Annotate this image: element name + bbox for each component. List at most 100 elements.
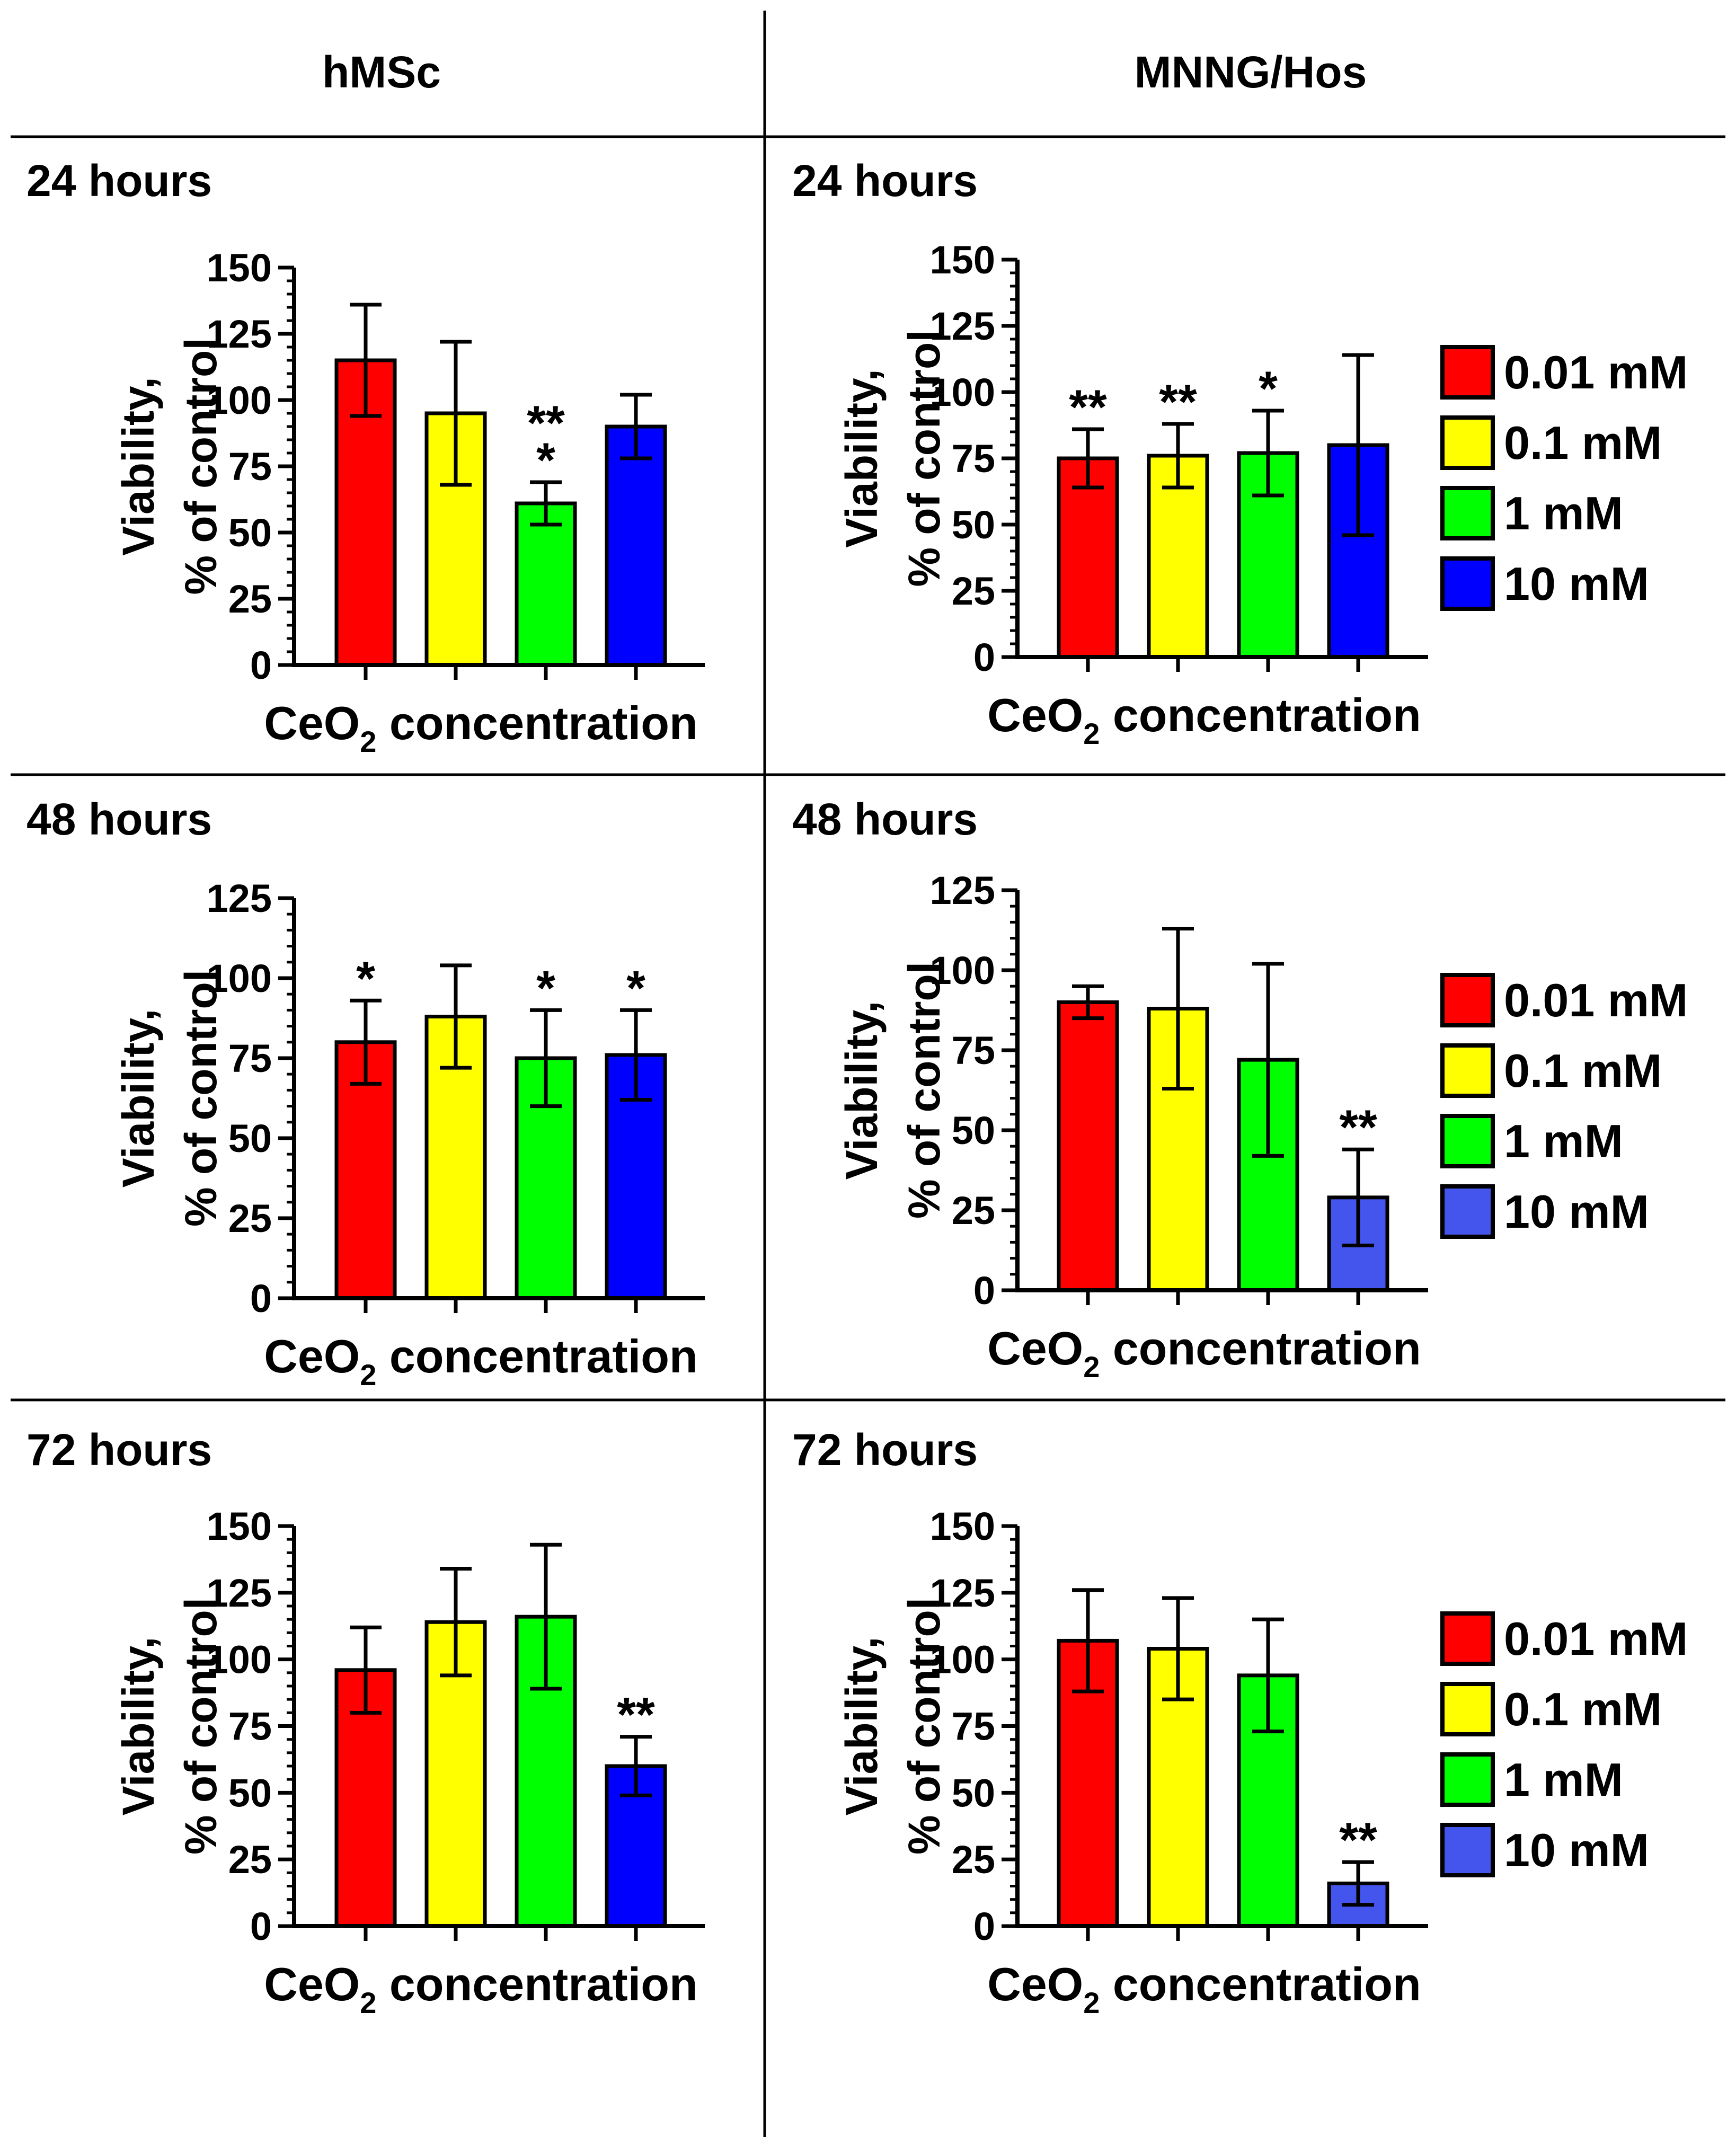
y-tick-label: 25 (228, 577, 272, 621)
x-axis-label-subscript: 2 (360, 1986, 376, 2019)
panel-title: 72 hours (792, 1425, 978, 1475)
y-axis-label: Viability,% of control (113, 970, 226, 1227)
legend-swatch (1440, 1752, 1495, 1807)
y-axis-label-line2: % of control (899, 962, 949, 1219)
y-tick-label: 0 (250, 1904, 272, 1948)
legend-label: 0.1 mM (1504, 416, 1662, 469)
y-axis-label: Viability,% of control (837, 962, 949, 1219)
legend-label: 0.1 mM (1504, 1683, 1662, 1735)
x-axis-label-main: CeO (264, 1958, 360, 2010)
y-tick-label: 0 (973, 635, 995, 679)
y-tick-label: 50 (952, 1771, 995, 1815)
y-tick-label: 100 (930, 948, 995, 992)
significance-marker: ** (617, 1688, 655, 1742)
panel-title: 24 hours (792, 156, 978, 206)
x-axis-label-rest: concentration (376, 697, 697, 749)
column-header-hmsc: hMSc (322, 47, 441, 97)
x-axis-label-subscript: 2 (360, 725, 376, 758)
legend-label: 10 mM (1504, 1824, 1649, 1876)
y-tick-label: 125 (207, 312, 272, 356)
x-axis-label-rest: concentration (1100, 1958, 1421, 2010)
panel-title: 48 hours (792, 794, 978, 844)
legend-label: 1 mM (1504, 1753, 1623, 1806)
x-axis-label-main: CeO (264, 1330, 360, 1382)
y-axis-label-line1: Viability, (837, 1637, 887, 1816)
x-axis-label-main: CeO (987, 1322, 1083, 1375)
y-tick-label: 125 (930, 304, 995, 348)
y-tick-label: 100 (207, 1638, 272, 1682)
y-tick-label: 50 (228, 511, 272, 555)
y-tick-label: 150 (930, 238, 995, 282)
bar (515, 501, 577, 667)
legend-label: 1 mM (1504, 1115, 1623, 1167)
legend-swatch (1440, 556, 1495, 611)
legend-label: 0.01 mM (1504, 974, 1688, 1026)
y-tick-label: 150 (207, 246, 272, 290)
legend: 0.01 mM 0.1 mM 1 mM 10 mM (1440, 973, 1688, 1239)
legend-swatch (1440, 415, 1495, 470)
legend-swatch (1440, 1043, 1495, 1098)
significance-marker: ** (527, 396, 565, 450)
y-tick-label: 75 (228, 1036, 272, 1080)
panel-title: 72 hours (26, 1425, 212, 1475)
significance-marker: * (626, 961, 645, 1015)
x-axis-label: CeO2 concentration (987, 1958, 1421, 2019)
legend: 0.01 mM 0.1 mM 1 mM 10 mM (1440, 345, 1688, 611)
significance-marker: ** (1159, 375, 1197, 429)
x-axis-label-subscript: 2 (1083, 717, 1100, 750)
significance-marker: * (536, 961, 555, 1015)
x-axis-label-rest: concentration (376, 1958, 697, 2010)
legend-label: 1 mM (1504, 487, 1623, 539)
bar (1147, 1647, 1209, 1928)
significance-marker: * (356, 952, 375, 1006)
y-axis-label: Viability,% of control (837, 1598, 949, 1855)
y-axis-label-line2: % of control (176, 1598, 226, 1855)
x-axis-label-main: CeO (987, 1958, 1083, 2010)
y-tick-label: 50 (228, 1771, 272, 1815)
y-tick-label: 25 (228, 1196, 272, 1240)
y-axis-label-line1: Viability, (837, 1001, 887, 1180)
x-axis-label-main: CeO (987, 689, 1083, 741)
legend-swatch (1440, 486, 1495, 540)
y-tick-label: 125 (207, 876, 272, 920)
panel-title: 48 hours (26, 794, 212, 844)
y-tick-label: 50 (952, 1109, 995, 1152)
y-tick-label: 150 (930, 1504, 995, 1548)
y-tick-label: 25 (952, 1189, 995, 1232)
y-tick-label: 0 (250, 643, 272, 687)
significance-marker: * (1259, 362, 1278, 416)
legend-label: 0.1 mM (1504, 1044, 1662, 1097)
y-tick-label: 100 (930, 1638, 995, 1682)
x-axis-label-main: CeO (264, 697, 360, 749)
legend: 0.01 mM 0.1 mM 1 mM 10 mM (1440, 1611, 1688, 1877)
grid-dividers (11, 11, 1725, 2137)
y-tick-label: 75 (228, 1705, 272, 1749)
y-axis-label: Viability,% of control (113, 1598, 226, 1855)
legend-swatch (1440, 1611, 1495, 1666)
legend-swatch (1440, 345, 1495, 400)
panel-title: 24 hours (26, 156, 212, 206)
x-axis-label: CeO2 concentration (264, 697, 697, 758)
y-tick-label: 100 (207, 378, 272, 422)
x-axis-label: CeO2 concentration (264, 1330, 697, 1391)
x-axis-label-subscript: 2 (360, 1358, 376, 1391)
y-tick-label: 125 (930, 1571, 995, 1615)
legend-label: 10 mM (1504, 1185, 1649, 1238)
y-tick-label: 25 (228, 1838, 272, 1882)
x-axis-label-rest: concentration (376, 1330, 697, 1382)
y-axis-label-line1: Viability, (113, 377, 163, 556)
x-axis-label: CeO2 concentration (987, 689, 1421, 750)
legend-swatch (1440, 1114, 1495, 1168)
y-axis-label: Viability,% of control (837, 330, 949, 587)
legend-swatch (1440, 1682, 1495, 1736)
y-tick-label: 100 (930, 370, 995, 414)
x-axis-label-rest: concentration (1100, 689, 1421, 741)
bar (605, 424, 667, 667)
chart-panel: 48 hours 0 25 50 75 100 125 Viability, % of cont… (26, 794, 705, 1391)
x-axis-label: CeO2 concentration (264, 1958, 697, 2019)
y-axis-label-line2: % of control (899, 330, 949, 587)
